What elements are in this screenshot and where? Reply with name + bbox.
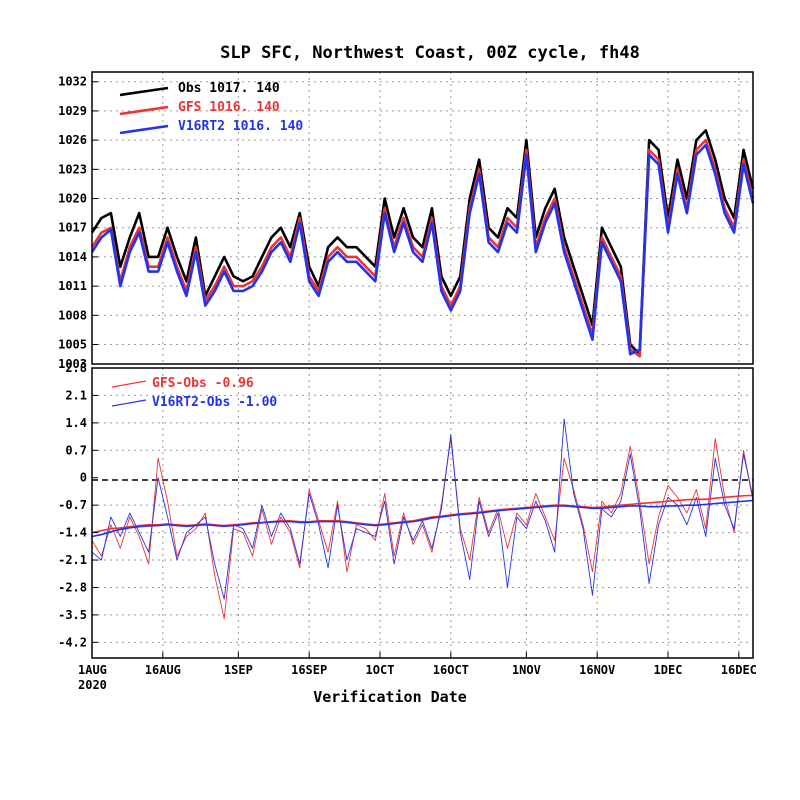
legend-entry-gfs-obs: GFS-Obs -0.96 xyxy=(152,376,254,391)
bottom-y-tick-label: -3.5 xyxy=(58,608,87,622)
bottom-legend: GFS-Obs -0.96 V16RT2-Obs -1.00 xyxy=(111,376,277,410)
x-tick-label: 1AUG xyxy=(78,663,107,677)
series-line-v16rt2 xyxy=(90,143,755,356)
series-line-gfs-obs-running-mean xyxy=(91,494,754,534)
series-line-obs xyxy=(90,129,755,356)
top-panel: 1005 1008 1011 1014 1017 1020 1023 1026 1029 1032… xyxy=(58,71,755,371)
bottom-y-top-label: 2.8 xyxy=(65,361,87,375)
legend-swatch xyxy=(111,399,147,407)
chart-title: SLP SFC, Northwest Coast, 00Z cycle, fh4… xyxy=(220,43,640,63)
bottom-y-tick-label: -4.2 xyxy=(58,635,87,649)
bottom-y-tick-label: 0.7 xyxy=(65,443,87,457)
x-ticks: 1AUG 16AUG 1SEP 16SEP 1OCT 16OCT 1NOV 16NOV 1DEC… xyxy=(78,652,757,692)
bottom-y-tick-label: -0.7 xyxy=(58,498,87,512)
bottom-y-tick-label: -2.8 xyxy=(58,580,87,594)
x-axis-label: Verification Date xyxy=(313,688,467,706)
top-series-lines xyxy=(90,129,755,358)
top-y-tick-label: 1017 xyxy=(58,221,87,235)
x-tick-label: 16NOV xyxy=(579,663,615,677)
legend-swatch xyxy=(119,105,169,116)
top-y-tick-label: 1020 xyxy=(58,192,87,206)
top-y-tick-label: 1011 xyxy=(58,279,87,293)
bottom-y-tick-label: 2.1 xyxy=(65,388,87,402)
x-tick-label: 16DEC xyxy=(721,663,757,677)
x-tick-label: 1SEP xyxy=(224,663,253,677)
legend-swatch xyxy=(111,380,147,388)
x-tick-label: 1NOV xyxy=(512,663,541,677)
x-tick-label: 16AUG xyxy=(145,663,181,677)
legend-entry-v16rt2-obs: V16RT2-Obs -1.00 xyxy=(152,395,277,410)
bottom-y-tick-label: -1.4 xyxy=(58,526,87,540)
legend-entry-gfs: GFS 1016. 140 xyxy=(178,100,280,115)
x-tick-year: 2020 xyxy=(78,678,107,692)
bottom-plot-frame xyxy=(91,367,754,659)
series-line-gfs-obs xyxy=(91,438,754,620)
x-tick-label: 16OCT xyxy=(433,663,469,677)
legend-swatch xyxy=(119,124,169,135)
series-line-v16rt2-obs xyxy=(91,418,754,600)
legend-swatch xyxy=(119,86,169,97)
top-y-tick-label: 1026 xyxy=(58,133,87,147)
top-gridlines xyxy=(91,72,753,364)
top-y-ticks: 1005 1008 1011 1014 1017 1020 1023 1026 1029 1032… xyxy=(58,75,98,371)
top-plot-frame xyxy=(91,71,754,365)
bottom-series-lines xyxy=(91,418,754,620)
bottom-y-tick-label: 1.4 xyxy=(65,416,87,430)
x-tick-label: 1DEC xyxy=(654,663,683,677)
top-y-bottom-label: 1003 xyxy=(58,357,87,371)
top-y-tick-label: 1023 xyxy=(58,162,87,176)
bottom-panel: -4.2 -3.5 -2.8 -2.1 -1.4 -0.7 0 0.7 1.4 2.1 2.8 1A… xyxy=(58,361,757,692)
top-legend: Obs 1017. 140 GFS 1016. 140 V16RT2 1016. 1… xyxy=(119,81,303,135)
top-y-tick-label: 1032 xyxy=(58,75,87,89)
top-y-tick-label: 1014 xyxy=(58,250,87,264)
top-y-tick-label: 1005 xyxy=(58,338,87,352)
series-line-v16rt2-obs-running-mean xyxy=(91,499,754,538)
bottom-y-tick-label: 0 xyxy=(80,471,87,485)
legend-entry-obs: Obs 1017. 140 xyxy=(178,81,280,96)
bottom-y-tick-label: -2.1 xyxy=(58,553,87,567)
legend-entry-v16rt2: V16RT2 1016. 140 xyxy=(178,119,303,134)
x-tick-label: 1OCT xyxy=(366,663,395,677)
bottom-y-ticks: -4.2 -3.5 -2.8 -2.1 -1.4 -0.7 0 0.7 1.4 2.1 2.8 xyxy=(58,361,98,649)
bottom-gridlines xyxy=(91,368,753,658)
top-y-tick-label: 1008 xyxy=(58,308,87,322)
x-tick-label: 16SEP xyxy=(291,663,327,677)
top-y-tick-label: 1029 xyxy=(58,104,87,118)
